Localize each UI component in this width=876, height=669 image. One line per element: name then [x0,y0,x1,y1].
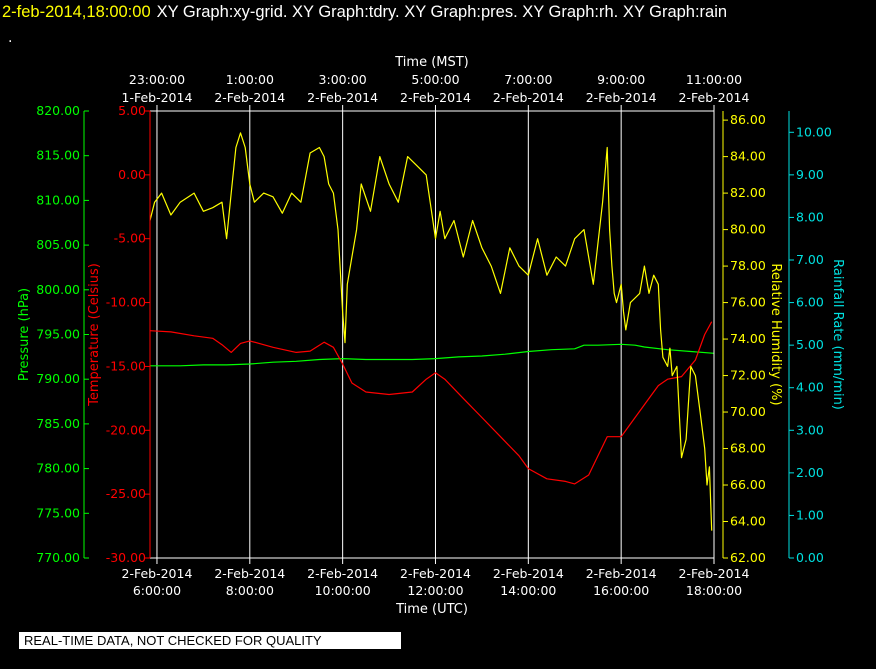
bottom-tick-date: 2-Feb-2014 [679,566,750,581]
humidity-tick-label: 64.00 [730,514,766,529]
top-tick-time: 7:00:00 [504,72,552,87]
temperature-tick-label: -10.00 [106,295,146,310]
temperature-tick-label: -15.00 [106,358,146,373]
top-tick-date: 2-Feb-2014 [493,90,564,105]
bottom-tick-date: 2-Feb-2014 [214,566,285,581]
rain-tick-label: 9.00 [796,167,824,182]
rain-axis-title: Rainfall Rate (mm/min) [830,259,845,410]
plot-frame [149,110,715,559]
temperature-axis-title: Temperature (Celsius) [87,263,102,407]
humidity-axis-title: Relative Humidity (%) [768,263,783,405]
humidity-tick-label: 62.00 [730,550,766,565]
top-tick-date: 2-Feb-2014 [307,90,378,105]
pressure-tick-label: 770.00 [36,550,80,565]
humidity-tick-label: 84.00 [730,149,766,164]
pressure-series-line [150,343,715,367]
pressure-axis-title: Pressure (hPa) [17,288,32,381]
bottom-tick-date: 2-Feb-2014 [586,566,657,581]
rain-tick-label: 7.00 [796,252,824,267]
grid-lines [156,111,622,558]
axes: 2-Feb-2014 6:00:00 2-Feb-2014 8:00:00 2-Feb-… [17,72,845,598]
humidity-tick-label: 86.00 [730,112,766,127]
pressure-tick-label: 790.00 [36,371,80,386]
top-tick-time: 5:00:00 [411,72,459,87]
bottom-tick-date: 2-Feb-2014 [307,566,378,581]
pressure-tick-label: 815.00 [36,148,80,163]
pressure-tick-label: 775.00 [36,505,80,520]
bottom-axis-title: Time (UTC) [395,602,468,617]
pressure-tick-label: 805.00 [36,237,80,252]
humidity-tick-label: 68.00 [730,441,766,456]
rain-tick-label: 2.00 [796,465,824,480]
humidity-tick-label: 82.00 [730,185,766,200]
pressure-tick-label: 795.00 [36,327,80,342]
top-tick-date: 2-Feb-2014 [586,90,657,105]
rain-tick-label: 1.00 [796,507,824,522]
bottom-tick-time: 8:00:00 [226,583,274,598]
temperature-tick-label: -20.00 [106,422,146,437]
humidity-tick-label: 76.00 [730,295,766,310]
bottom-tick-date: 2-Feb-2014 [122,566,193,581]
top-tick-date: 1-Feb-2014 [122,90,193,105]
humidity-tick-label: 78.00 [730,258,766,273]
bottom-tick-time: 12:00:00 [407,583,463,598]
title-datetime: 2-feb-2014,18:00:00 [2,3,151,21]
humidity-series-line [149,132,713,531]
top-tick-date: 2-Feb-2014 [679,90,750,105]
top-tick-time: 23:00:00 [129,72,185,87]
bottom-tick-time: 10:00:00 [315,583,371,598]
rain-tick-label: 5.00 [796,337,824,352]
pressure-tick-label: 785.00 [36,416,80,431]
top-tick-date: 2-Feb-2014 [214,90,285,105]
temperature-tick-label: -30.00 [106,550,146,565]
temperature-series-line [149,321,713,485]
bottom-tick-time: 18:00:00 [686,583,742,598]
bottom-tick-time: 6:00:00 [133,583,181,598]
bottom-tick-date: 2-Feb-2014 [400,566,471,581]
pressure-tick-label: 810.00 [36,192,80,207]
series-lines [149,132,715,531]
temperature-tick-label: -25.00 [106,486,146,501]
pressure-tick-label: 820.00 [36,103,80,118]
rain-tick-label: 8.00 [796,209,824,224]
top-tick-date: 2-Feb-2014 [400,90,471,105]
bottom-tick-time: 16:00:00 [593,583,649,598]
bottom-tick-date: 2-Feb-2014 [493,566,564,581]
title-continuation: . [8,30,13,46]
bottom-tick-time: 14:00:00 [500,583,556,598]
rain-tick-label: 10.00 [796,124,832,139]
humidity-tick-label: 72.00 [730,368,766,383]
temperature-tick-label: 5.00 [118,103,146,118]
top-axis-title: Time (MST) [394,55,469,70]
rain-tick-label: 6.00 [796,295,824,310]
rain-tick-label: 0.00 [796,550,824,565]
quality-disclaimer: REAL-TIME DATA, NOT CHECKED FOR QUALITY [19,632,401,649]
top-tick-time: 1:00:00 [226,72,274,87]
humidity-tick-label: 80.00 [730,222,766,237]
top-tick-time: 11:00:00 [686,72,742,87]
humidity-tick-label: 70.00 [730,404,766,419]
rain-tick-label: 4.00 [796,380,824,395]
temperature-tick-label: 0.00 [118,167,146,182]
top-tick-time: 9:00:00 [597,72,645,87]
pressure-tick-label: 800.00 [36,282,80,297]
humidity-tick-label: 74.00 [730,331,766,346]
pressure-tick-label: 780.00 [36,461,80,476]
rain-tick-label: 3.00 [796,422,824,437]
temperature-tick-label: -5.00 [114,231,146,246]
humidity-tick-label: 66.00 [730,477,766,492]
top-tick-time: 3:00:00 [319,72,367,87]
title-graph-list: XY Graph:xy-grid. XY Graph:tdry. XY Grap… [156,3,728,21]
window-title: 2-feb-2014,18:00:00 XY Graph:xy-grid. XY … [2,0,727,24]
